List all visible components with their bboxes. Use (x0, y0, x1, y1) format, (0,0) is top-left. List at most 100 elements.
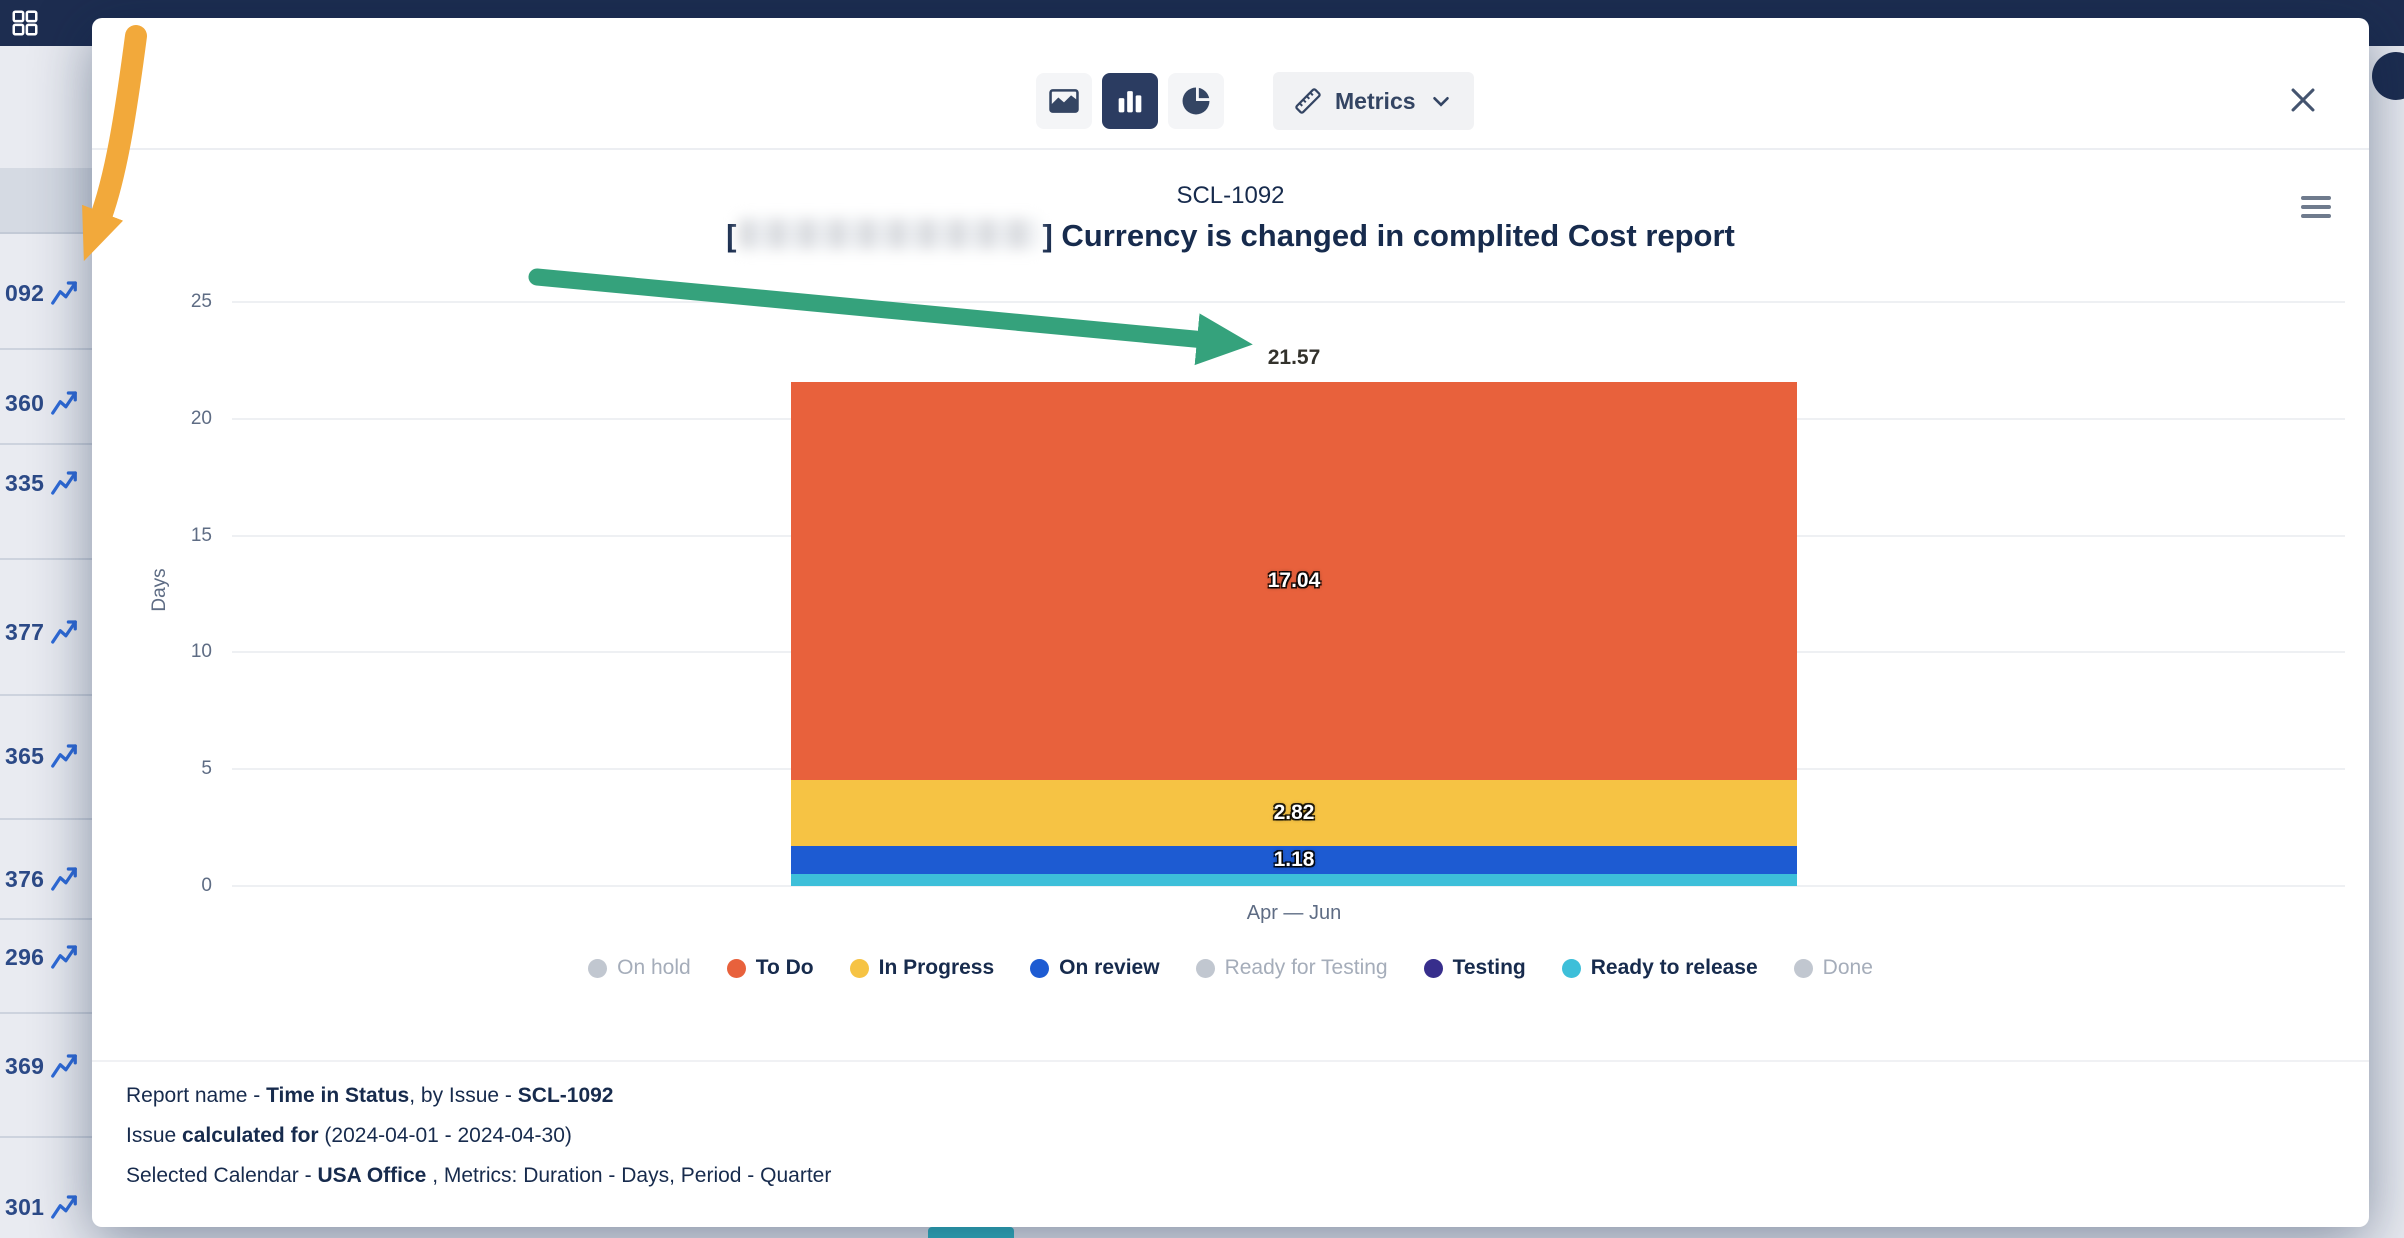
footer-divider (92, 1060, 2369, 1062)
subtitle-suffix: ] Currency is changed in complited Cost … (1042, 218, 1735, 253)
issues-sidebar: 092 360 335 377 365 376 296 369 301 (0, 46, 92, 1238)
stacked-bar: 1.18 2.82 17.04 (791, 302, 1797, 886)
trend-chart-icon[interactable] (49, 1192, 79, 1222)
legend-item-testing[interactable]: Testing (1423, 956, 1526, 980)
issue-row[interactable]: 376 (0, 857, 92, 901)
close-button[interactable] (2277, 74, 2329, 126)
legend-label: On review (1059, 956, 1160, 979)
legend-label: Ready to release (1590, 956, 1758, 979)
legend-item-in-progress[interactable]: In Progress (849, 956, 995, 980)
issue-row[interactable]: 369 (0, 1044, 92, 1088)
bar-total-label: 21.57 (1267, 346, 1321, 370)
chart-type-toolbar: Metrics (1036, 72, 1474, 130)
legend-dot-icon (1030, 958, 1050, 978)
trend-chart-icon[interactable] (49, 942, 79, 972)
trend-chart-icon[interactable] (49, 617, 79, 647)
issue-key[interactable]: 369 (5, 1052, 45, 1079)
chart-type-pie-button[interactable] (1168, 73, 1224, 129)
row-divider (0, 694, 92, 696)
y-axis-tick: 0 (201, 875, 212, 896)
issue-key[interactable]: 301 (5, 1193, 45, 1220)
status-chip-sliver (928, 1227, 1014, 1238)
issue-row[interactable]: 365 (0, 734, 92, 778)
footer-line-period: Issue calculated for (2024-04-01 - 2024-… (126, 1124, 572, 1147)
trend-chart-icon[interactable] (49, 1051, 79, 1081)
issue-key[interactable]: 360 (5, 389, 45, 416)
chart-type-bar-button[interactable] (1102, 73, 1158, 129)
trend-chart-icon[interactable] (49, 741, 79, 771)
issue-key[interactable]: 335 (5, 469, 45, 496)
legend-item-on-hold[interactable]: On hold (588, 956, 691, 980)
issue-row[interactable]: 296 (0, 935, 92, 979)
footer-line-calendar: Selected Calendar - USA Office , Metrics… (126, 1164, 832, 1187)
issue-key[interactable]: 092 (5, 279, 45, 306)
issue-row[interactable]: 335 (0, 461, 92, 505)
trend-chart-icon[interactable] (49, 388, 79, 418)
bar-segment-on-review[interactable]: 1.18 (791, 846, 1797, 874)
legend-label: To Do (755, 956, 814, 979)
pie-chart-icon (1182, 87, 1210, 115)
chart-modal: Metrics SCL-1092 [] Currency is changed … (92, 18, 2369, 1227)
legend-item-ready-for-testing[interactable]: Ready for Testing (1195, 956, 1388, 980)
row-divider (0, 1136, 92, 1138)
segment-value-label: 1.18 (1273, 847, 1315, 871)
bar-segment-ready-to-release[interactable] (791, 873, 1797, 886)
bar-chart-icon (1118, 91, 1142, 113)
y-axis-tick: 15 (190, 524, 212, 546)
bar-segment-to-do[interactable]: 17.04 (791, 382, 1797, 781)
app-grid-icon[interactable] (10, 8, 40, 38)
x-axis-label: Apr — Jun (1246, 902, 1342, 924)
legend-label: Done (1822, 956, 1873, 979)
legend-dot-icon (849, 958, 869, 978)
issue-key[interactable]: 365 (5, 742, 45, 769)
legend-dot-icon (1195, 958, 1215, 978)
legend-item-to-do[interactable]: To Do (726, 956, 814, 980)
legend-item-done[interactable]: Done (1793, 956, 1873, 980)
row-divider (0, 348, 92, 350)
trend-chart-icon[interactable] (49, 864, 79, 894)
issue-row[interactable]: 377 (0, 610, 92, 654)
row-divider (0, 443, 92, 445)
gridline (232, 885, 2345, 887)
chart-issue-key: SCL-1092 (1176, 182, 1285, 209)
legend-dot-icon (1793, 958, 1813, 978)
legend-item-ready-to-release[interactable]: Ready to release (1561, 956, 1758, 980)
y-axis-tick: 20 (190, 407, 212, 429)
chevron-down-icon (1432, 96, 1449, 107)
segment-value-label: 2.82 (1273, 801, 1315, 825)
toolbar-divider (92, 148, 2369, 150)
issue-key[interactable]: 376 (5, 865, 45, 892)
row-divider (0, 818, 92, 820)
row-divider (0, 918, 92, 920)
issue-key[interactable]: 377 (5, 618, 45, 645)
trend-chart-icon[interactable] (49, 468, 79, 498)
metrics-label: Metrics (1335, 87, 1416, 114)
avatar[interactable] (2372, 52, 2404, 100)
legend-label: In Progress (878, 956, 995, 979)
redacted-text (739, 219, 1040, 249)
trend-chart-icon[interactable] (49, 278, 79, 308)
close-icon (2291, 88, 2315, 112)
report-footer: Report name - Time in Status, by Issue -… (126, 1076, 831, 1196)
chart-legend: On hold To Do In Progress On review Ready fo… (92, 956, 2369, 980)
legend-label: Ready for Testing (1224, 956, 1388, 979)
metrics-dropdown-button[interactable]: Metrics (1273, 72, 1474, 130)
legend-item-on-review[interactable]: On review (1030, 956, 1160, 980)
chart-type-area-button[interactable] (1036, 73, 1092, 129)
legend-dot-icon (1423, 958, 1443, 978)
y-axis-title: Days (149, 568, 170, 612)
chart-menu-icon[interactable] (2294, 186, 2338, 228)
issue-row[interactable]: 360 (0, 381, 92, 425)
issue-row[interactable]: 301 (0, 1185, 92, 1229)
row-divider (0, 558, 92, 560)
row-divider (0, 1012, 92, 1014)
plot-area: 1.18 2.82 17.04 Apr — Jun 0 5 10 15 20 25 21.57 (191, 291, 2345, 924)
issue-key[interactable]: 296 (5, 943, 45, 970)
y-axis-tick: 10 (190, 641, 212, 663)
gridline (232, 301, 2345, 303)
issue-row[interactable]: 092 (0, 271, 92, 315)
area-chart-icon (1049, 89, 1079, 113)
legend-dot-icon (588, 958, 608, 978)
bar-segment-in-progress[interactable]: 2.82 (791, 780, 1797, 847)
